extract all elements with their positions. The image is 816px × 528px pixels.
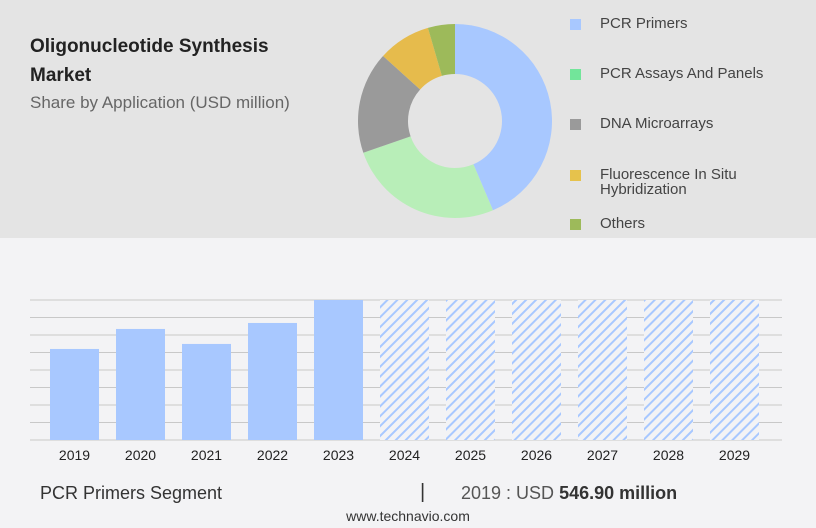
legend-swatch (570, 170, 581, 181)
donut-slice-pcr-assays-and-panels (363, 136, 493, 218)
x-tick-label: 2028 (653, 447, 684, 463)
forecast-bar-2028 (644, 300, 693, 440)
x-tick-label: 2019 (59, 447, 90, 463)
bar-2019 (50, 348, 99, 440)
donut-chart (358, 24, 552, 218)
legend-label: Others (600, 215, 646, 232)
x-tick-label: 2027 (587, 447, 618, 463)
segment-label: PCR Primers Segment (40, 483, 223, 503)
x-tick-label: 2026 (521, 447, 552, 463)
separator: | (420, 481, 426, 503)
x-tick-label: 2020 (125, 447, 156, 463)
year-prefix: 2019 : USD (461, 483, 555, 503)
x-tick-label: 2023 (323, 447, 354, 463)
page-subtitle: Share by Application (USD million) (30, 93, 290, 112)
x-tick-label: 2025 (455, 447, 486, 463)
donut-slice-fluorescence-in-situ-hybridization (383, 27, 442, 90)
forecast-bar-2029 (710, 300, 759, 440)
forecast-bar-2025 (446, 300, 495, 440)
donut-slice-pcr-primers (455, 24, 552, 211)
bar-chart: 2019 2020 2021 2022 2023 2024 2025 2026 2027 2028… (30, 299, 782, 463)
legend-swatch (570, 19, 581, 30)
legend-label: PCR Primers (600, 15, 688, 32)
x-tick-label: 2029 (719, 447, 750, 463)
x-tick-label: 2021 (191, 447, 222, 463)
forecast-bar-2024 (380, 300, 429, 440)
donut-slice-others (427, 24, 455, 76)
bar-2023 (314, 300, 363, 440)
legend-label: Fluorescence In Situ Hybridization (600, 166, 737, 198)
bar-2021 (182, 343, 231, 440)
legend-swatch (570, 119, 581, 130)
x-tick-label: 2024 (389, 447, 420, 463)
legend-label: PCR Assays And Panels (600, 65, 764, 82)
bar-2022 (248, 322, 297, 440)
forecast-bar-2027 (578, 300, 627, 440)
segment-value: 2019 : USD 546.90 million (461, 483, 677, 504)
page-title: Oligonucleotide Synthesis Market (30, 36, 269, 86)
donut-slice-dna-microarrays (358, 55, 421, 153)
forecast-bar-2026 (512, 300, 561, 440)
legend-swatch (570, 69, 581, 80)
legend-label: DNA Microarrays (600, 115, 714, 132)
x-tick-label: 2022 (257, 447, 288, 463)
value-amount: 546.90 million (559, 483, 678, 503)
bar-2020 (116, 328, 165, 440)
website-link[interactable]: www.technavio.com (346, 508, 470, 524)
legend-swatch (570, 219, 581, 230)
